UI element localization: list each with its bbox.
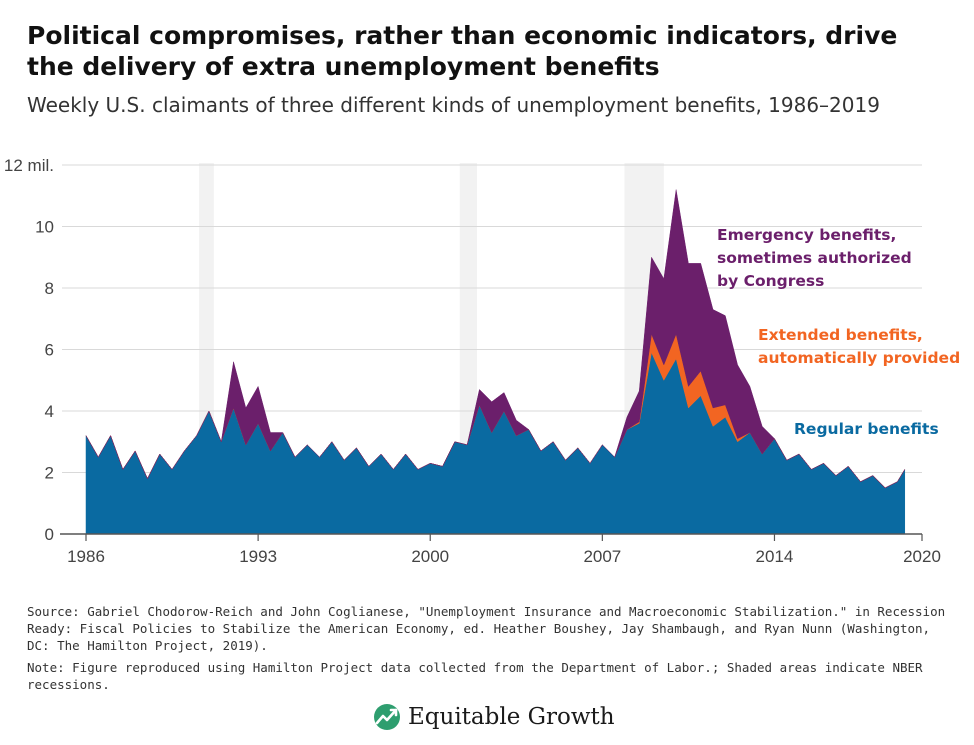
y-tick-label: 10 xyxy=(35,218,54,237)
chart-area: 0 2 4 6 8 10 12 mil. 1986 1993 2000 2007 2014 2020 Em… xyxy=(4,156,960,566)
x-tick-label: 2007 xyxy=(583,547,621,566)
x-tick-label: 2000 xyxy=(411,547,449,566)
y-tick-label: 8 xyxy=(45,279,54,298)
x-tick-label: 2014 xyxy=(756,547,794,566)
x-tick-label: 1986 xyxy=(67,547,105,566)
emergency-label: by Congress xyxy=(717,272,824,290)
source-note: Source: Gabriel Chodorow-Reich and John … xyxy=(27,604,946,653)
regular-label: Regular benefits xyxy=(794,420,939,438)
y-tick-label: 12 mil. xyxy=(4,156,54,175)
footnote: Note: Figure reproduced using Hamilton P… xyxy=(27,660,923,692)
extended-label: automatically provided xyxy=(758,349,960,367)
brand-name: Equitable Growth xyxy=(408,704,615,730)
emergency-benefits-area xyxy=(85,189,906,489)
emergency-label: sometimes authorized xyxy=(717,249,912,267)
emergency-label: Emergency benefits, xyxy=(717,226,896,244)
chart-notes: Source: Gabriel Chodorow-Reich and John … xyxy=(27,603,952,698)
x-tick-label: 2020 xyxy=(903,547,941,566)
y-tick-label: 4 xyxy=(45,402,54,421)
chart-title: Political compromises, rather than econo… xyxy=(27,21,898,81)
y-tick-label: 0 xyxy=(45,525,54,544)
brand-logo: Equitable Growth xyxy=(372,703,615,731)
x-tick-label: 1993 xyxy=(239,547,277,566)
extended-label: Extended benefits, xyxy=(758,326,923,344)
growth-chart-logo-icon xyxy=(374,704,400,730)
chart-subtitle: Weekly U.S. claimants of three different… xyxy=(27,93,880,117)
y-tick-label: 2 xyxy=(45,464,54,483)
y-tick-label: 6 xyxy=(45,341,54,360)
